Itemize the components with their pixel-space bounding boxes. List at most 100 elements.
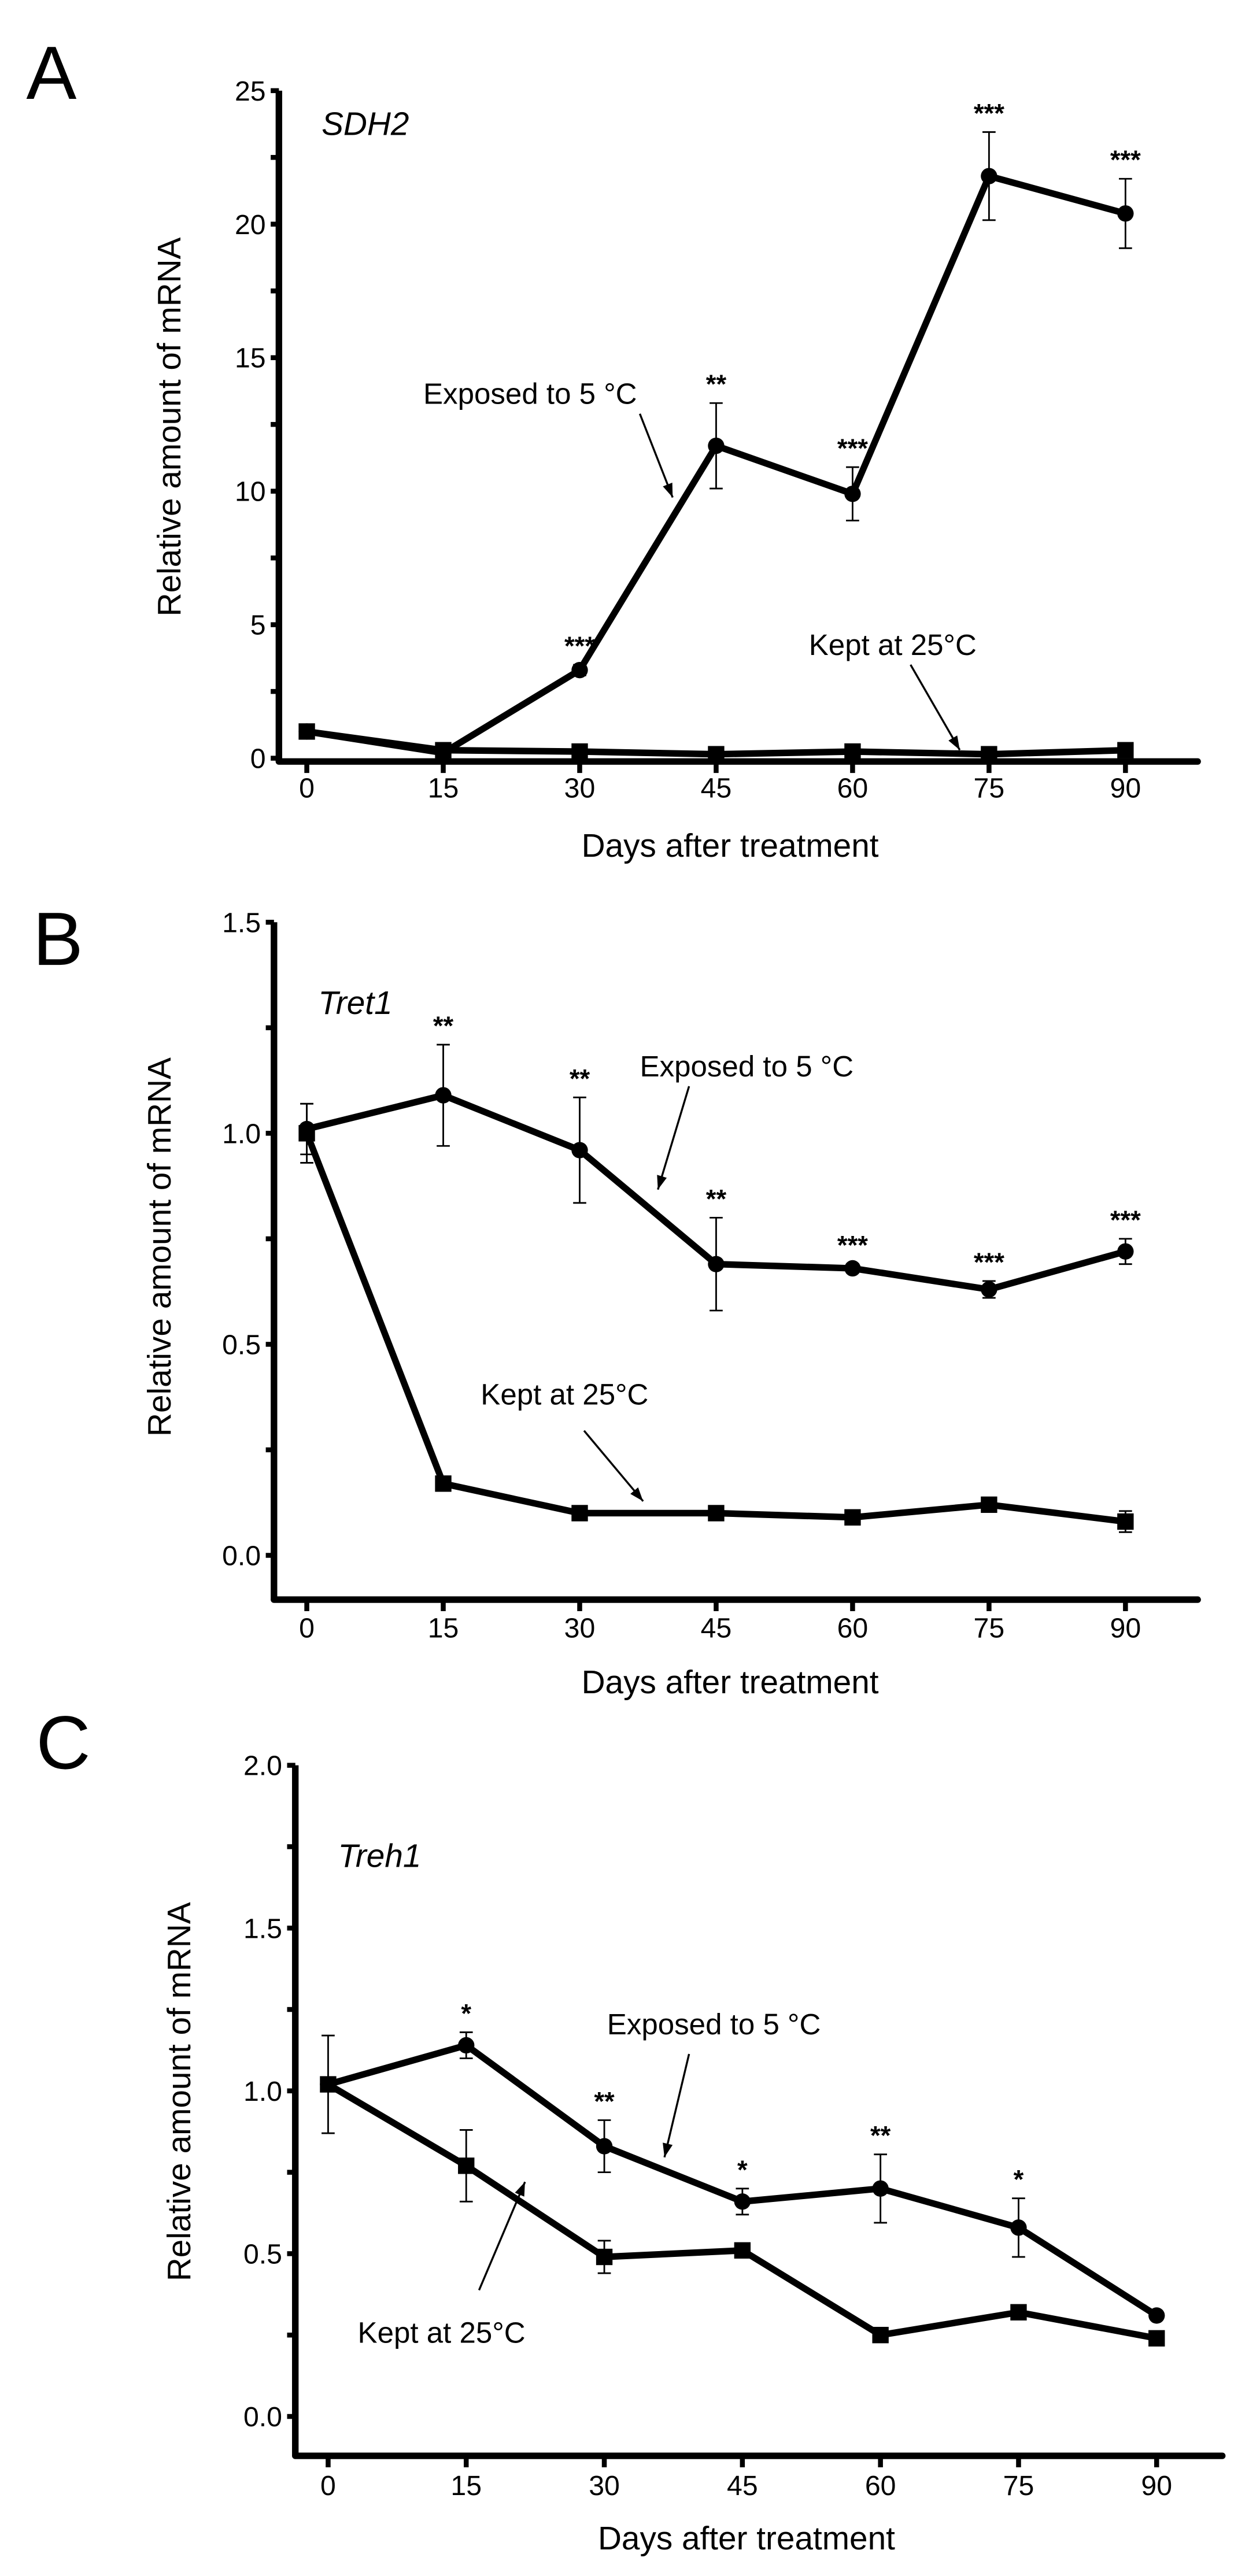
- annotation-kept: Kept at 25°C: [809, 628, 977, 661]
- data-point-circle: [844, 1260, 861, 1277]
- data-point-circle: [708, 437, 725, 454]
- y-tick-label: 1.5: [243, 1913, 282, 1944]
- data-point-circle: [1148, 2307, 1165, 2324]
- y-tick-label: 5: [250, 610, 266, 641]
- arrow-head-icon: [630, 1487, 644, 1501]
- data-point-circle: [1010, 2219, 1027, 2236]
- y-tick-label: 2.0: [243, 1750, 282, 1782]
- data-point-circle: [981, 1281, 997, 1298]
- data-point-square: [844, 743, 861, 760]
- data-point-circle: [571, 661, 588, 679]
- x-tick-label: 30: [564, 1612, 596, 1644]
- significance-label: ***: [837, 1231, 868, 1260]
- y-tick-label: 15: [235, 343, 266, 374]
- data-point-square: [708, 1505, 725, 1522]
- arrow-head-icon: [663, 482, 673, 498]
- x-tick-label: 75: [974, 773, 1005, 804]
- significance-label: *: [1014, 2165, 1024, 2194]
- data-point-circle: [571, 1142, 588, 1159]
- significance-label: **: [433, 1011, 454, 1041]
- data-point-circle: [708, 1256, 725, 1272]
- data-point-square: [571, 1505, 588, 1522]
- panel-letter: B: [33, 897, 83, 981]
- x-tick-label: 90: [1110, 1612, 1141, 1644]
- y-tick-label: 0.5: [243, 2238, 282, 2270]
- x-axis-label: Days after treatment: [582, 828, 879, 864]
- y-tick-label: 10: [235, 476, 266, 508]
- gene-title: SDH2: [322, 106, 409, 142]
- x-tick-label: 0: [299, 773, 315, 804]
- data-point-square: [981, 1496, 997, 1513]
- x-tick-label: 60: [837, 773, 869, 804]
- panel-letter: A: [26, 31, 76, 115]
- data-point-square: [458, 2157, 475, 2174]
- x-tick-label: 90: [1110, 773, 1141, 804]
- panel-letter: C: [36, 1700, 90, 1785]
- y-tick-label: 1.5: [222, 907, 261, 938]
- data-point-square: [435, 742, 452, 758]
- data-point-circle: [596, 2138, 613, 2155]
- significance-label: **: [706, 1184, 727, 1213]
- annotation-kept: Kept at 25°C: [358, 2316, 526, 2349]
- x-axis-label: Days after treatment: [582, 1664, 879, 1701]
- y-tick-label: 25: [235, 76, 266, 107]
- x-tick-label: 15: [450, 2470, 482, 2501]
- arrow-head-icon: [657, 1175, 667, 1190]
- y-axis-label: Relative amount of mRNA: [161, 1902, 198, 2281]
- annotation-arrow: [657, 1086, 690, 1190]
- gene-title: Treh1: [338, 1838, 421, 1875]
- annotation-kept: Kept at 25°C: [481, 1378, 648, 1411]
- x-tick-label: 75: [974, 1612, 1005, 1644]
- data-point-circle: [981, 168, 997, 184]
- y-axis-label: Relative amount of mRNA: [142, 1057, 178, 1437]
- x-axis-label: Days after treatment: [598, 2521, 895, 2557]
- y-tick-label: 20: [235, 209, 266, 240]
- data-point-circle: [1117, 1243, 1134, 1260]
- annotation-exposed: Exposed to 5 °C: [607, 2008, 821, 2041]
- y-tick-label: 0: [250, 743, 266, 775]
- data-point-square: [596, 2248, 613, 2266]
- data-point-square: [708, 746, 725, 763]
- data-point-square: [872, 2327, 889, 2344]
- y-tick-label: 0.5: [222, 1329, 261, 1360]
- panel-c: C Treh1 Days after treatment Relative am…: [36, 1700, 1226, 2557]
- significance-label: **: [870, 2121, 891, 2151]
- significance-label: ***: [974, 98, 1004, 128]
- panel-a: A SDH2 Days after treatment Relative amo…: [26, 31, 1201, 864]
- arrow-head-icon: [948, 735, 960, 750]
- significance-label: ***: [564, 631, 595, 661]
- annotation-exposed: Exposed to 5 °C: [640, 1050, 854, 1083]
- annotation-arrow: [478, 2181, 526, 2291]
- y-tick-label: 1.0: [222, 1118, 261, 1149]
- x-tick-label: 30: [589, 2470, 620, 2501]
- x-tick-label: 30: [564, 773, 596, 804]
- data-point-square: [981, 746, 997, 763]
- x-tick-label: 0: [320, 2470, 336, 2501]
- x-tick-label: 0: [299, 1612, 315, 1644]
- x-tick-label: 45: [701, 1612, 732, 1644]
- data-point-circle: [1117, 205, 1134, 222]
- significance-label: ***: [837, 434, 868, 463]
- y-tick-label: 0.0: [243, 2401, 282, 2433]
- data-point-square: [298, 723, 315, 740]
- data-point-square: [435, 1475, 452, 1492]
- data-point-square: [1117, 1513, 1134, 1530]
- x-tick-label: 60: [837, 1612, 869, 1644]
- data-point-circle: [458, 2037, 475, 2054]
- significance-label: **: [706, 369, 727, 399]
- significance-label: *: [737, 2155, 748, 2185]
- significance-label: ***: [974, 1248, 1004, 1277]
- data-point-circle: [872, 2180, 889, 2197]
- data-point-square: [734, 2242, 751, 2259]
- data-point-square: [320, 2076, 337, 2093]
- arrow-head-icon: [515, 2182, 525, 2197]
- data-point-square: [298, 1125, 315, 1142]
- annotation-arrow: [583, 1430, 644, 1502]
- data-point-square: [571, 743, 588, 760]
- x-tick-label: 60: [865, 2470, 896, 2501]
- x-tick-label: 75: [1003, 2470, 1034, 2501]
- x-tick-label: 45: [727, 2470, 758, 2501]
- x-tick-label: 90: [1141, 2470, 1172, 2501]
- significance-label: **: [570, 1064, 590, 1093]
